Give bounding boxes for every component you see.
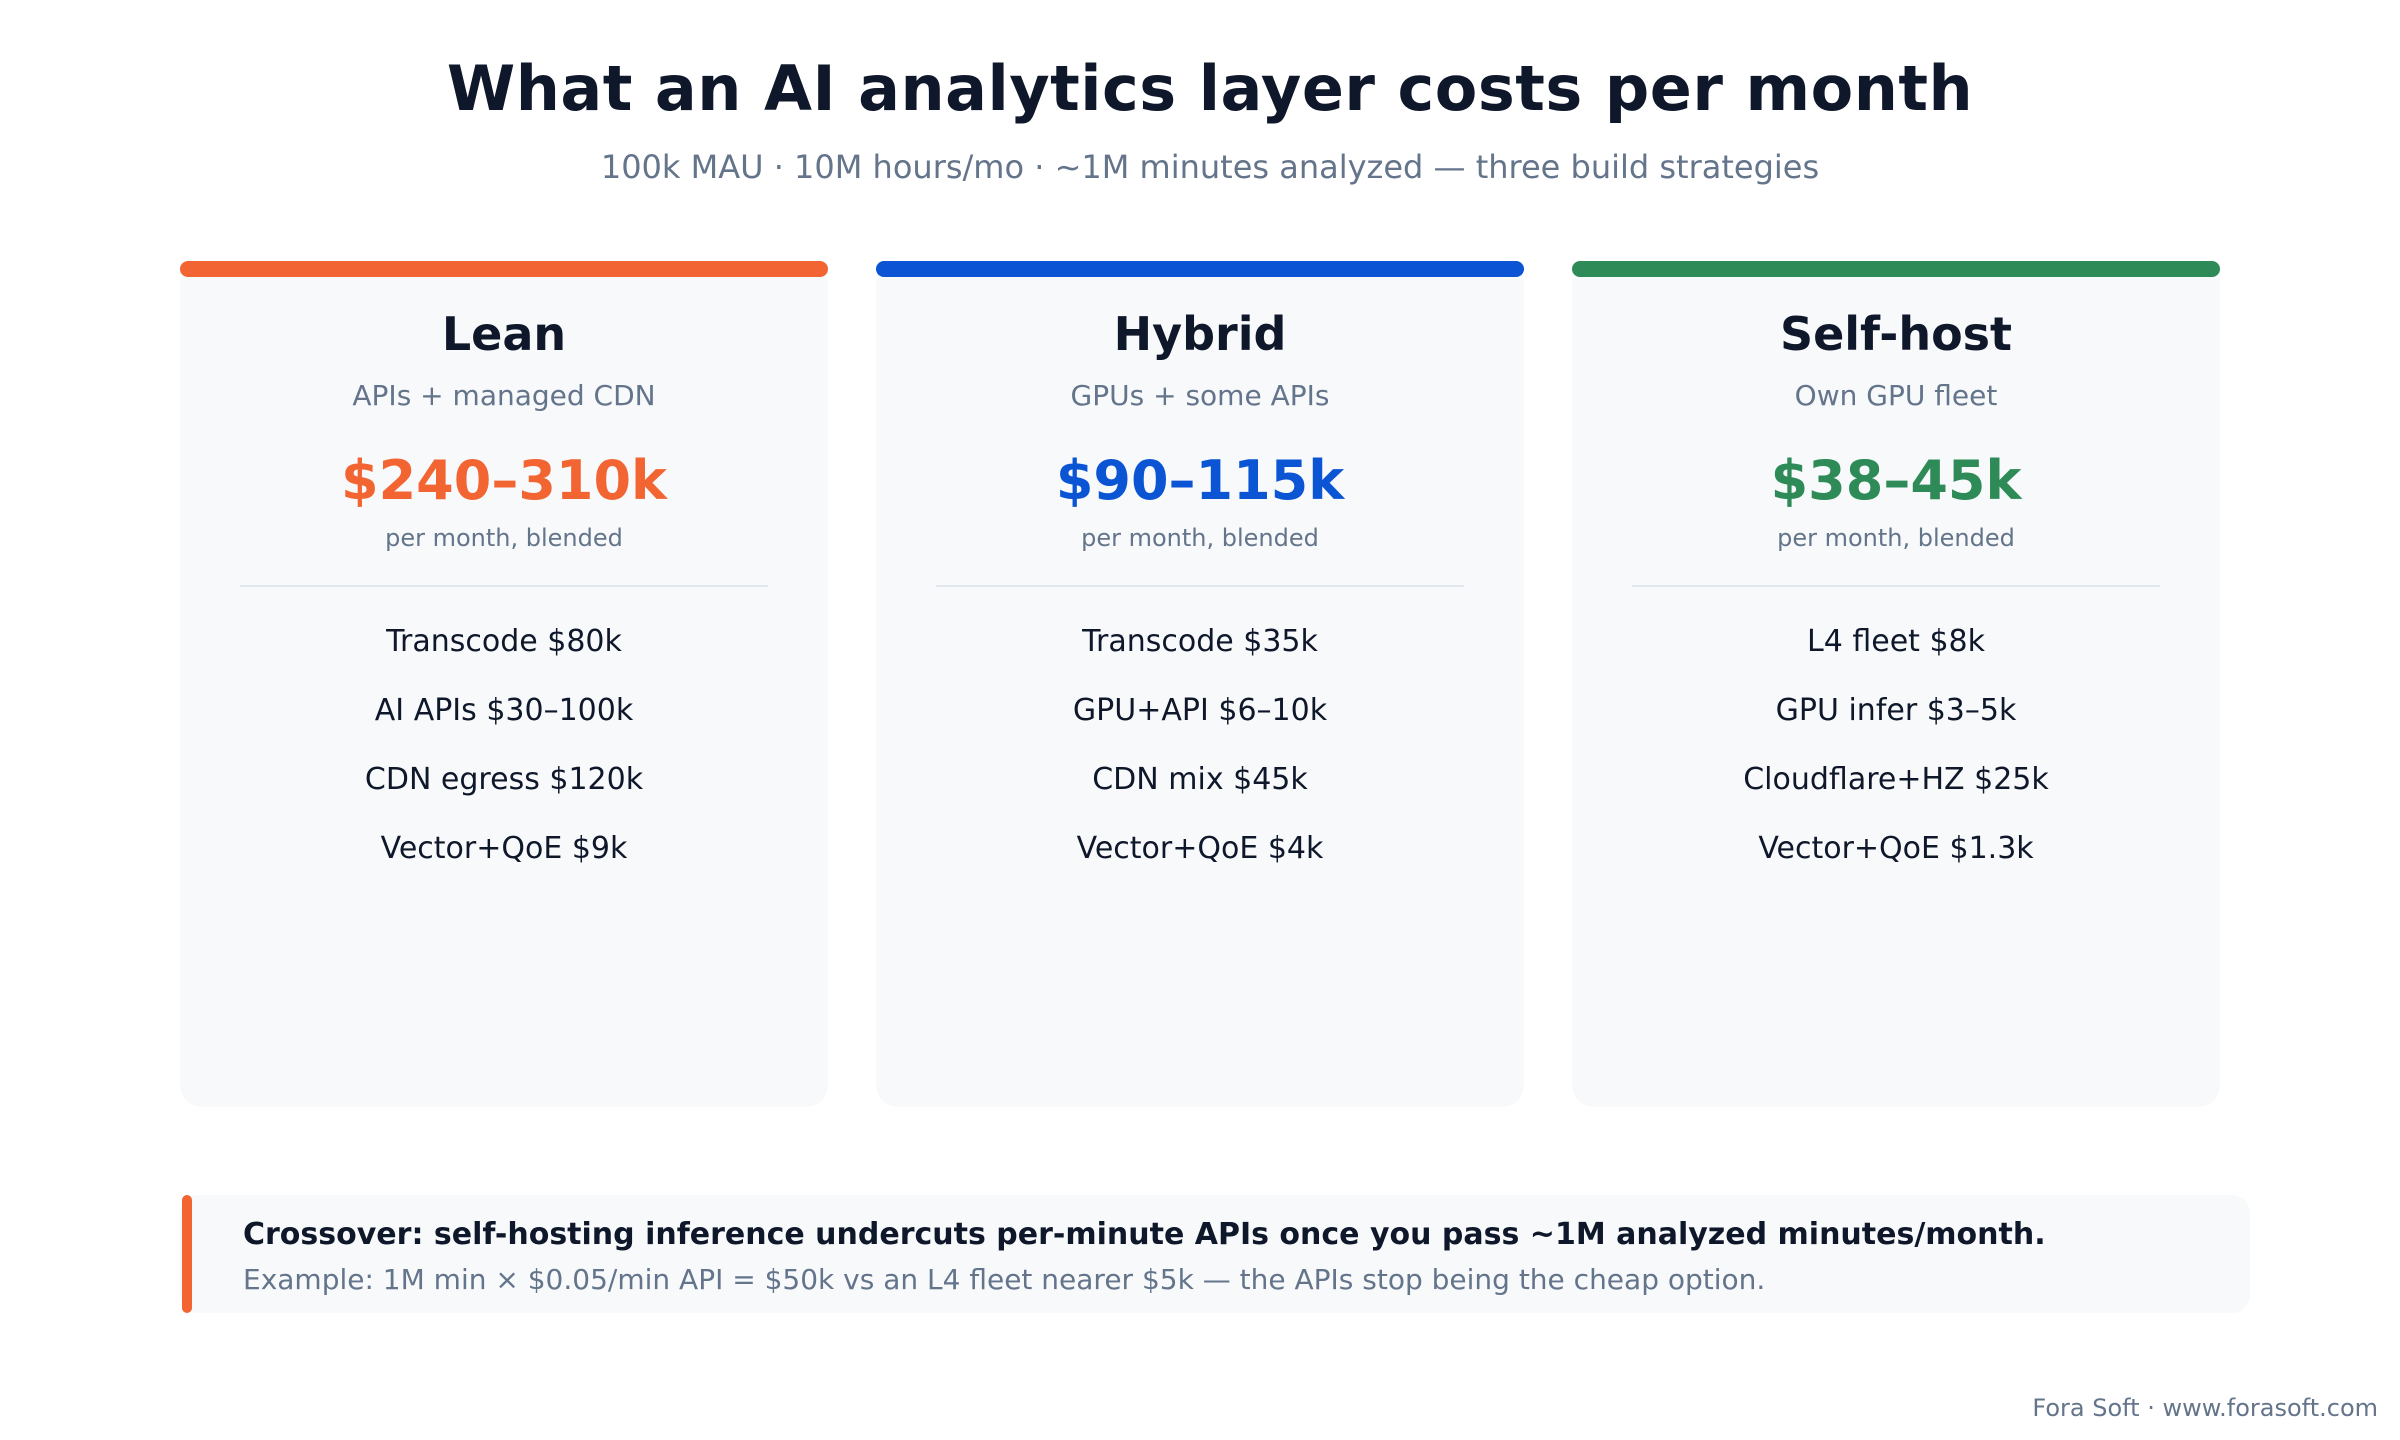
strategy-cards: Lean APIs + managed CDN $240–310k per mo… bbox=[180, 261, 2220, 1107]
cost-item: AI APIs $30–100k bbox=[374, 693, 634, 728]
cost-item: L4 fleet $8k bbox=[1807, 624, 1985, 659]
card-accent-bar bbox=[876, 261, 1524, 277]
card-price: $38–45k bbox=[1770, 449, 2022, 512]
card-self-host: Self-host Own GPU fleet $38–45k per mont… bbox=[1572, 261, 2220, 1107]
cost-item: GPU infer $3–5k bbox=[1775, 693, 2017, 728]
callout-example: Example: 1M min × $0.05/min API = $50k v… bbox=[243, 1263, 1766, 1296]
card-subtitle: GPUs + some APIs bbox=[1070, 379, 1330, 412]
card-price-note: per month, blended bbox=[385, 524, 623, 552]
page-subtitle: 100k MAU · 10M hours/mo · ~1M minutes an… bbox=[600, 148, 1820, 186]
callout-accent-bar bbox=[182, 1195, 192, 1313]
cost-item: CDN mix $45k bbox=[1092, 762, 1308, 797]
card-accent-bar bbox=[1572, 261, 2220, 277]
card-title: Hybrid bbox=[1113, 307, 1287, 361]
cost-item: Transcode $80k bbox=[386, 624, 622, 659]
cost-item: Vector+QoE $4k bbox=[1076, 831, 1324, 866]
card-lean: Lean APIs + managed CDN $240–310k per mo… bbox=[180, 261, 828, 1107]
card-accent-bar bbox=[180, 261, 828, 277]
cost-list: Transcode $35k GPU+API $6–10k CDN mix $4… bbox=[876, 621, 1524, 897]
card-price-note: per month, blended bbox=[1081, 524, 1319, 552]
card-title: Self-host bbox=[1779, 307, 2013, 361]
card-title: Lean bbox=[441, 307, 567, 361]
crossover-callout: Crossover: self-hosting inference underc… bbox=[180, 1195, 2250, 1313]
footer-credit: Fora Soft · www.forasoft.com bbox=[2032, 1394, 2378, 1422]
card-price: $90–115k bbox=[1055, 449, 1345, 512]
card-hybrid: Hybrid GPUs + some APIs $90–115k per mon… bbox=[876, 261, 1524, 1107]
cost-item: Cloudflare+HZ $25k bbox=[1743, 762, 2049, 797]
callout-headline: Crossover: self-hosting inference underc… bbox=[243, 1217, 2046, 1252]
cost-list: Transcode $80k AI APIs $30–100k CDN egre… bbox=[180, 621, 828, 897]
cost-item: Transcode $35k bbox=[1082, 624, 1318, 659]
cost-list: L4 fleet $8k GPU infer $3–5k Cloudflare+… bbox=[1572, 621, 2220, 897]
divider bbox=[936, 585, 1464, 587]
page-title: What an AI analytics layer costs per mon… bbox=[446, 52, 1974, 125]
card-price-note: per month, blended bbox=[1777, 524, 2015, 552]
cost-item: GPU+API $6–10k bbox=[1072, 693, 1328, 728]
cost-item: CDN egress $120k bbox=[364, 762, 644, 797]
card-price: $240–310k bbox=[341, 449, 667, 512]
card-subtitle: Own GPU fleet bbox=[1794, 379, 1998, 412]
cost-item: Vector+QoE $9k bbox=[380, 831, 628, 866]
card-subtitle: APIs + managed CDN bbox=[352, 379, 656, 412]
divider bbox=[1632, 585, 2160, 587]
cost-item: Vector+QoE $1.3k bbox=[1758, 831, 2034, 866]
divider bbox=[240, 585, 768, 587]
